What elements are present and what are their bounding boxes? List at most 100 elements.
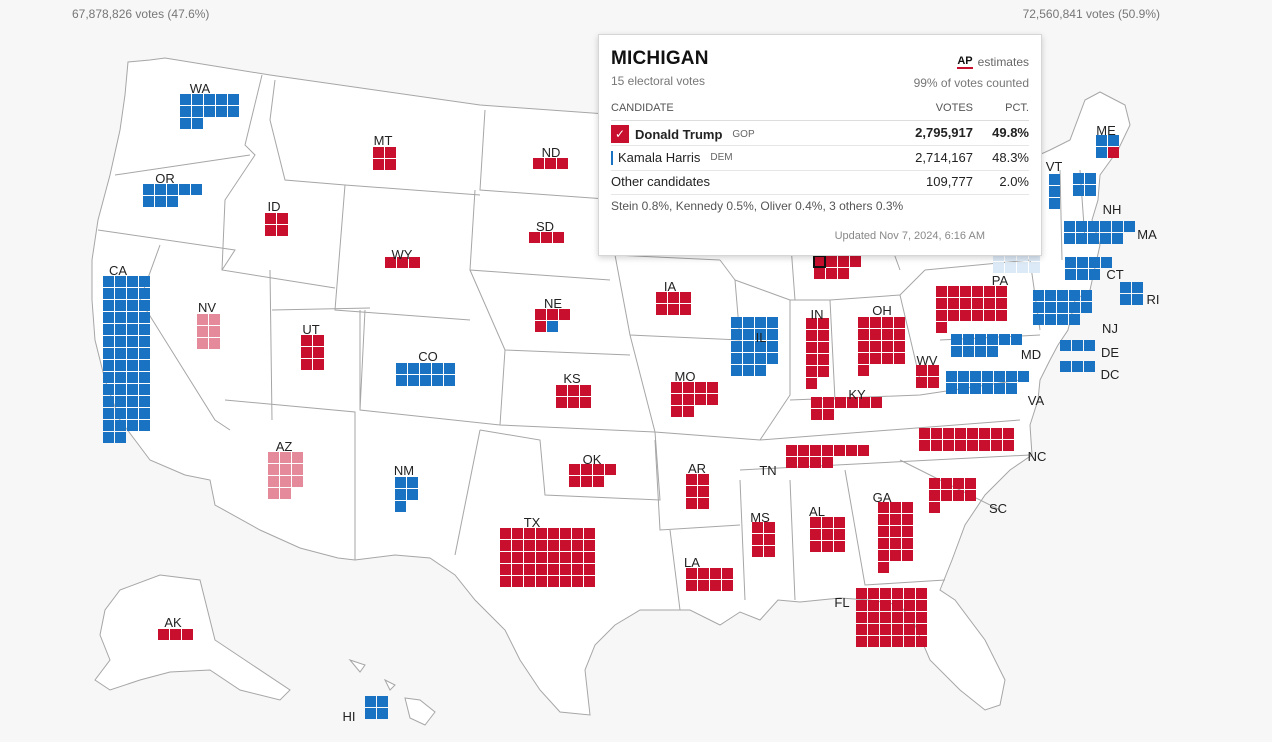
electoral-square-va[interactable] <box>946 383 957 394</box>
electoral-square-oh[interactable] <box>870 341 881 352</box>
electoral-square-fl[interactable] <box>892 588 903 599</box>
electoral-square-al[interactable] <box>834 529 845 540</box>
electoral-square-il[interactable] <box>743 365 754 376</box>
electoral-square-ca[interactable] <box>139 348 150 359</box>
electoral-square-az[interactable] <box>280 488 291 499</box>
electoral-square-in[interactable] <box>806 378 817 389</box>
electoral-square-ca[interactable] <box>139 360 150 371</box>
electoral-square-md[interactable] <box>1011 334 1022 345</box>
electoral-square-mi[interactable] <box>826 268 837 279</box>
electoral-square-ar[interactable] <box>698 498 709 509</box>
electoral-square-ny[interactable] <box>993 262 1004 273</box>
electoral-square-ak[interactable] <box>170 629 181 640</box>
electoral-square-co[interactable] <box>420 363 431 374</box>
electoral-square-fl[interactable] <box>916 636 927 647</box>
electoral-square-ga[interactable] <box>902 550 913 561</box>
electoral-square-wa[interactable] <box>180 94 191 105</box>
electoral-square-ca[interactable] <box>139 396 150 407</box>
electoral-square-ri[interactable] <box>1132 294 1143 305</box>
electoral-square-fl[interactable] <box>856 636 867 647</box>
electoral-square-tx[interactable] <box>560 564 571 575</box>
electoral-square-md[interactable] <box>987 334 998 345</box>
electoral-square-dc[interactable] <box>1084 361 1095 372</box>
electoral-square-ia[interactable] <box>656 292 667 303</box>
electoral-square-or[interactable] <box>155 184 166 195</box>
electoral-square-vt[interactable] <box>1049 198 1060 209</box>
electoral-square-id[interactable] <box>265 225 276 236</box>
electoral-square-co[interactable] <box>432 363 443 374</box>
electoral-square-la[interactable] <box>710 568 721 579</box>
electoral-square-sd[interactable] <box>553 232 564 243</box>
electoral-square-in[interactable] <box>818 366 829 377</box>
electoral-square-mo[interactable] <box>707 382 718 393</box>
electoral-square-nh[interactable] <box>1085 185 1096 196</box>
electoral-square-ca[interactable] <box>127 396 138 407</box>
electoral-square-va[interactable] <box>1018 371 1029 382</box>
electoral-square-md[interactable] <box>951 334 962 345</box>
electoral-square-nj[interactable] <box>1069 290 1080 301</box>
electoral-square-fl[interactable] <box>856 612 867 623</box>
electoral-square-fl[interactable] <box>856 600 867 611</box>
electoral-square-fl[interactable] <box>880 624 891 635</box>
electoral-square-nm[interactable] <box>407 477 418 488</box>
electoral-square-pa[interactable] <box>948 310 959 321</box>
electoral-square-or[interactable] <box>143 196 154 207</box>
electoral-square-ca[interactable] <box>139 420 150 431</box>
electoral-square-la[interactable] <box>698 580 709 591</box>
electoral-square-ut[interactable] <box>313 359 324 370</box>
electoral-square-tn[interactable] <box>846 445 857 456</box>
electoral-square-md[interactable] <box>987 346 998 357</box>
electoral-square-nc[interactable] <box>919 440 930 451</box>
electoral-square-tx[interactable] <box>524 564 535 575</box>
electoral-square-fl[interactable] <box>856 624 867 635</box>
electoral-square-tx[interactable] <box>560 528 571 539</box>
electoral-square-oh[interactable] <box>882 329 893 340</box>
electoral-square-fl[interactable] <box>892 624 903 635</box>
electoral-square-ca[interactable] <box>115 420 126 431</box>
electoral-square-ia[interactable] <box>668 304 679 315</box>
electoral-square-ca[interactable] <box>103 408 114 419</box>
electoral-square-mo[interactable] <box>707 394 718 405</box>
electoral-square-ny[interactable] <box>1017 262 1028 273</box>
electoral-square-nj[interactable] <box>1045 302 1056 313</box>
electoral-square-nd[interactable] <box>545 158 556 169</box>
electoral-square-ia[interactable] <box>668 292 679 303</box>
electoral-square-ca[interactable] <box>127 420 138 431</box>
electoral-square-nj[interactable] <box>1057 314 1068 325</box>
electoral-square-az[interactable] <box>292 452 303 463</box>
electoral-square-fl[interactable] <box>880 636 891 647</box>
electoral-square-nv[interactable] <box>197 326 208 337</box>
electoral-square-or[interactable] <box>191 184 202 195</box>
electoral-square-mt[interactable] <box>385 147 396 158</box>
electoral-square-la[interactable] <box>722 580 733 591</box>
electoral-square-wa[interactable] <box>204 106 215 117</box>
electoral-square-ri[interactable] <box>1132 282 1143 293</box>
electoral-square-me[interactable] <box>1108 147 1119 158</box>
electoral-square-tx[interactable] <box>584 528 595 539</box>
electoral-square-pa[interactable] <box>996 310 1007 321</box>
electoral-square-fl[interactable] <box>868 600 879 611</box>
electoral-square-wa[interactable] <box>216 106 227 117</box>
electoral-square-pa[interactable] <box>996 286 1007 297</box>
electoral-square-fl[interactable] <box>904 612 915 623</box>
electoral-square-ok[interactable] <box>593 464 604 475</box>
electoral-square-wa[interactable] <box>228 106 239 117</box>
electoral-square-tx[interactable] <box>536 552 547 563</box>
electoral-square-ct[interactable] <box>1077 269 1088 280</box>
electoral-square-fl[interactable] <box>904 624 915 635</box>
electoral-square-ca[interactable] <box>139 288 150 299</box>
electoral-square-co[interactable] <box>408 363 419 374</box>
electoral-square-ma[interactable] <box>1100 233 1111 244</box>
electoral-square-al[interactable] <box>834 541 845 552</box>
electoral-square-sc[interactable] <box>941 478 952 489</box>
electoral-square-al[interactable] <box>810 517 821 528</box>
electoral-square-tx[interactable] <box>572 576 583 587</box>
electoral-square-ma[interactable] <box>1088 221 1099 232</box>
electoral-square-sc[interactable] <box>929 502 940 513</box>
electoral-square-ok[interactable] <box>593 476 604 487</box>
electoral-square-mo[interactable] <box>683 382 694 393</box>
electoral-square-mi[interactable] <box>838 256 849 267</box>
electoral-square-ga[interactable] <box>890 526 901 537</box>
electoral-square-il[interactable] <box>767 341 778 352</box>
electoral-square-ca[interactable] <box>139 300 150 311</box>
